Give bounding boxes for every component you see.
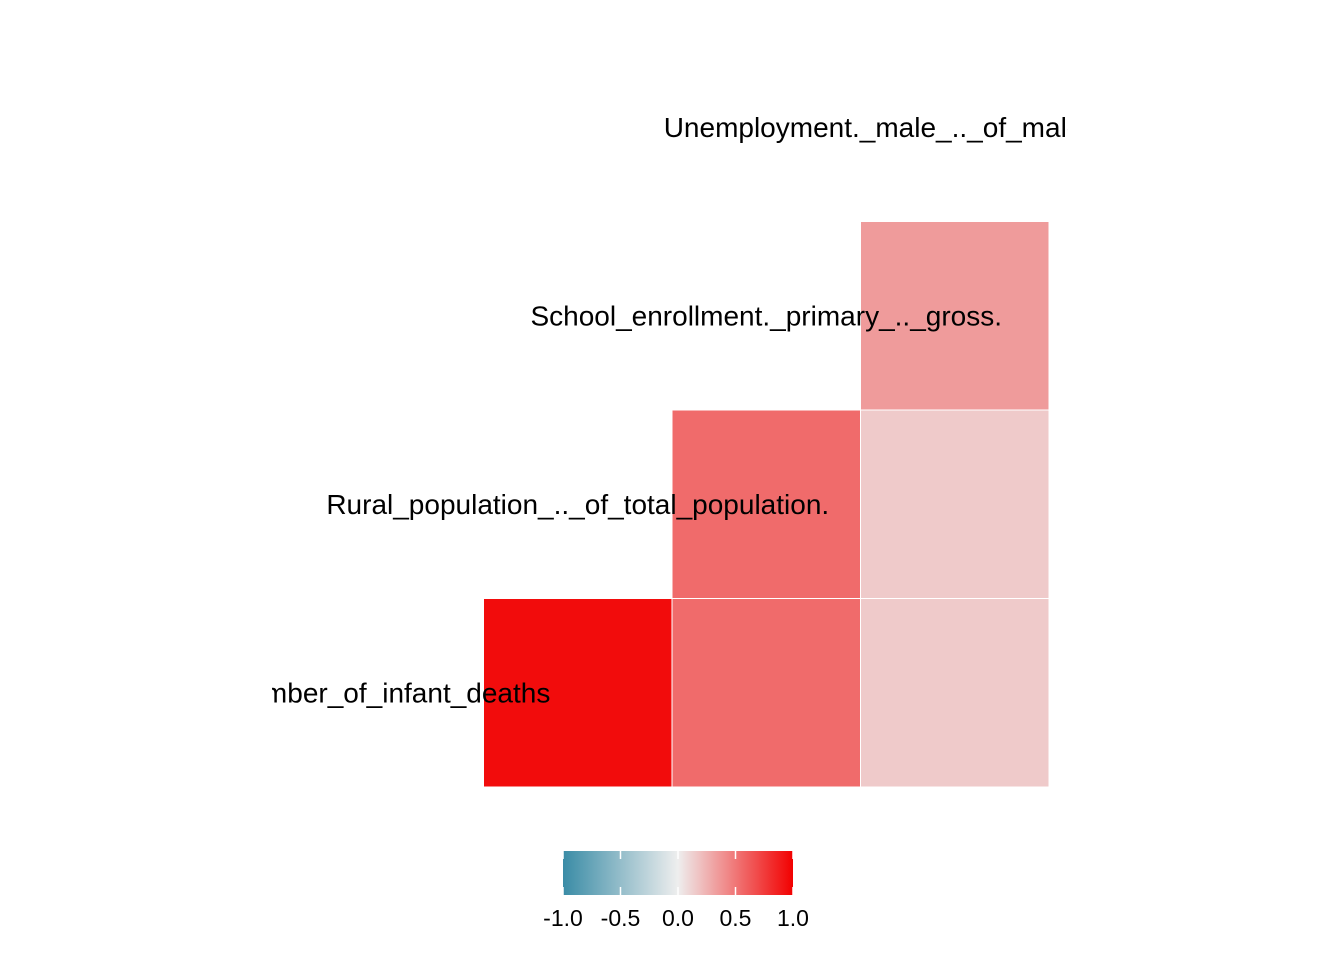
heatmap-cell-number-of-infant-deaths-rural-population-of-total-population [483, 598, 673, 788]
legend-ticks: -1.0 -0.5 0.0 0.5 1.0 [543, 851, 809, 931]
heatmap-cell-rural-population-of-total-population-unemployment-male-of-male-labor-force [860, 409, 1050, 599]
color-legend: -1.0 -0.5 0.0 0.5 1.0 [543, 851, 809, 931]
heatmap-cell-school-enrollment-primary-gross-unemployment-male-of-male-labor-force [860, 221, 1050, 411]
legend-tick-label: -0.5 [601, 905, 641, 931]
variable-label-school-enrollment-primary-gross: School_enrollment._primary_.._gross. [530, 300, 1002, 331]
heatmap-cell-number-of-infant-deaths-school-enrollment-primary-gross [671, 598, 861, 788]
variable-label-unemployment-male-of-male-labor-force: Unemployment._male_.._of_male_labor_forc… [664, 112, 1246, 143]
legend-tick-label: 0.5 [720, 905, 752, 931]
variable-labels: Number_of_infant_deaths Rural_population_… [228, 112, 1246, 709]
legend-tick-label: 0.0 [662, 905, 694, 931]
heatmap-cell-number-of-infant-deaths-unemployment-male-of-male-labor-force [860, 598, 1050, 788]
heatmap-cell-rural-population-of-total-population-school-enrollment-primary-gross [671, 409, 861, 599]
variable-label-rural-population-of-total-population: Rural_population_.._of_total_population. [326, 489, 829, 520]
heatmap-cells [483, 221, 1050, 788]
legend-tick-label: 1.0 [777, 905, 809, 931]
variable-label-number-of-infant-deaths: Number_of_infant_deaths [228, 677, 550, 708]
legend-tick-label: -1.0 [543, 905, 583, 931]
